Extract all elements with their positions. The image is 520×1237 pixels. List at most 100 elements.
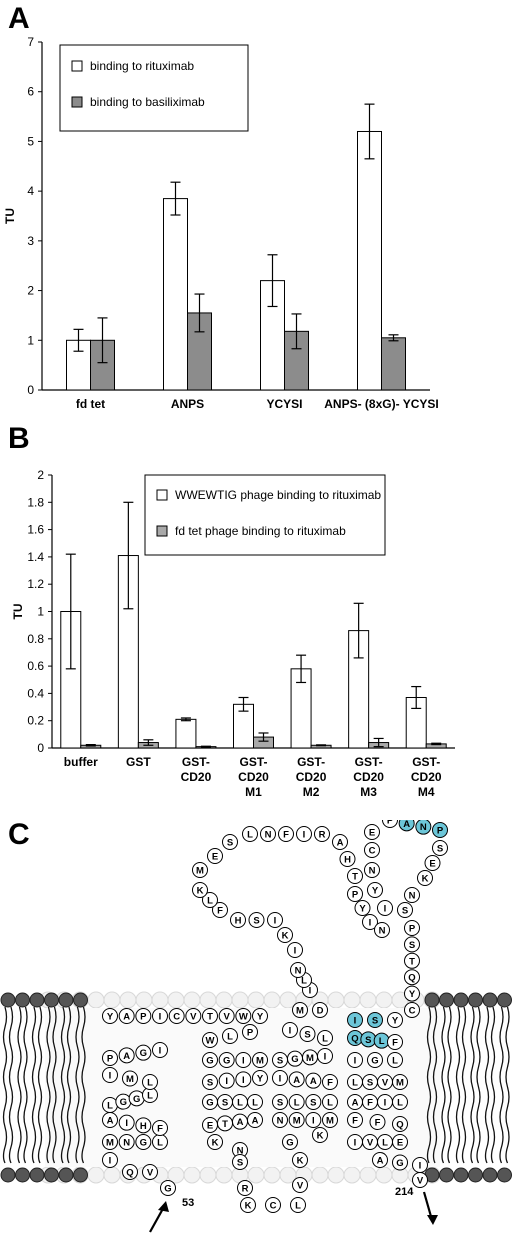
residue: S [432,840,448,856]
residue: I [412,1157,428,1173]
lipid-head-lower [453,1167,469,1183]
x-category-label: M1 [245,785,262,799]
residue: A [347,1094,363,1110]
residue: N [118,1134,135,1150]
residue: I [218,1072,235,1089]
lipid-tail [66,1006,72,1164]
x-category-label: GST- [412,755,440,769]
chart-a: 0 1 2 3 4 5 6 7 TU fd tet ANPS YCYSI ANPS- (8xG)- YC… [3,35,439,411]
residue: S [367,1012,383,1028]
residue-circle [404,1002,420,1018]
lipid-tail [46,1006,51,1164]
residue-circle [102,1067,118,1083]
residue: G [367,1052,383,1068]
residue: L [242,826,258,842]
residue-circle [192,882,208,898]
legend-swatch [71,60,83,72]
residue-letter: L [227,1032,233,1043]
residue-circle [118,1114,135,1131]
residue-letter: Y [257,1012,264,1023]
y-tick-label: 0.8 [27,632,44,646]
residue-letter: V [223,1012,230,1023]
residue-letter: A [123,1012,130,1023]
residue: K [312,1127,328,1143]
residue: V [412,1172,428,1188]
residue-letter: H [140,1121,147,1132]
residue-letter: A [403,820,410,830]
lipid-head-upper [468,992,483,1008]
residue: F [212,902,228,918]
residue: S [299,1026,316,1042]
residue: L [102,1097,118,1113]
residue-circle [387,1052,403,1068]
residue: I [287,942,303,958]
residue-letter: P [437,826,444,837]
x-category-label: M3 [360,785,377,799]
lipid-tail [505,1006,510,1164]
residue-circle [218,1008,235,1024]
residue-letter: L [252,1098,258,1109]
y-tick-label: 1.2 [27,577,44,591]
bar-series-2 [381,337,406,391]
lipid-tail [31,1006,37,1164]
residue: L [377,1134,393,1150]
residue: S [222,834,238,850]
residue-letter: P [409,924,416,935]
residue: I [152,1042,168,1058]
y-tick-label: 0 [37,741,44,755]
lipid-head-lower [73,1167,88,1183]
x-category-label: ANPS- (8xG)- YCYSI [324,397,438,411]
residue-circle [118,1134,135,1150]
residue-letter: K [197,886,204,897]
residue: G [202,1052,218,1068]
residue-letter: Q [408,973,415,984]
legend-swatch [156,525,168,537]
residue: I [235,1071,252,1088]
lipid-head-faint [199,1166,217,1184]
residue-circle [122,1070,138,1087]
residue: M [122,1070,138,1087]
residue-circle [202,1008,218,1024]
residue-circle [160,1180,176,1196]
residue: L [290,1197,306,1213]
lipid-head-upper [0,992,16,1008]
residue-letter: I [369,918,372,929]
lipid-head-faint [343,1166,361,1184]
residue-circle [102,1050,118,1066]
residue-letter: T [409,956,415,967]
lipid-head-lower [15,1167,30,1183]
residue-letter: I [309,986,312,997]
residue-circle [290,962,306,978]
residue: L [392,1094,408,1110]
residue: P [404,920,420,936]
residue-circle [404,985,420,1002]
residue-letter: E [212,852,218,863]
residue: M [192,862,208,878]
residue-circle [305,1072,322,1089]
panel-label-b: B [8,422,30,455]
residue-circle [387,1034,403,1050]
residue-letter: S [372,1016,378,1027]
residue-letter: I [312,1116,315,1127]
residue-circle [202,1052,218,1068]
residue-letter: M [306,1053,314,1064]
residue: L [288,1094,305,1110]
residue-circle [424,855,441,871]
y-axis-label: TU [11,604,25,620]
residue: L [387,1052,403,1068]
residue-circle [387,1012,403,1028]
residue-letter: G [396,1158,403,1169]
residue-letter: S [402,906,408,917]
residue: E [364,824,380,840]
y-tick-label: 1.4 [27,550,44,564]
lipid-tail [17,1006,22,1164]
residue-circle [235,1071,252,1088]
residue: R [237,1180,253,1196]
y-tick-label: 0 [27,383,34,397]
residue: F [322,1074,338,1090]
residue: E [202,1117,218,1133]
lipid-head-lower [29,1167,45,1183]
residue-letter: I [109,1156,112,1167]
residue: W [202,1032,218,1048]
